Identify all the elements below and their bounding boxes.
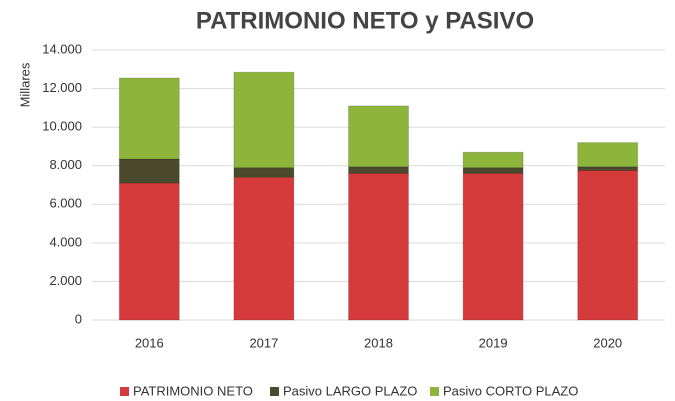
x-tick-label: 2019 — [479, 335, 508, 350]
legend-label: Pasivo LARGO PLAZO — [283, 383, 417, 398]
y-tick-label: 2.000 — [49, 273, 82, 288]
y-tick-label: 4.000 — [49, 234, 82, 249]
bar-segment — [462, 172, 524, 321]
x-tick-label: 2020 — [593, 335, 622, 350]
bar-segment — [233, 167, 295, 178]
bar-segment — [462, 151, 524, 169]
legend-label: PATRIMONIO NETO — [133, 383, 253, 398]
bar-segment — [118, 158, 180, 184]
legend-swatch — [120, 387, 129, 396]
y-tick-label: 12.000 — [42, 80, 82, 95]
bar-segment — [348, 172, 409, 321]
chart-title: PATRIMONIO NETO y PASIVO — [196, 7, 534, 34]
x-tick-label: 2016 — [135, 335, 164, 350]
bar-segment — [118, 77, 180, 160]
bar-segment — [233, 176, 295, 321]
y-tick-label: 6.000 — [49, 196, 82, 211]
y-tick-label: 14.000 — [42, 41, 82, 56]
legend-label: Pasivo CORTO PLAZO — [443, 383, 578, 398]
bar-segment — [348, 105, 409, 168]
y-tick-label: 0 — [75, 311, 82, 326]
bar-segment — [577, 142, 639, 168]
bar-segment — [577, 170, 639, 321]
bar-segment — [233, 71, 295, 169]
bar-segment — [577, 166, 639, 172]
y-axis-label: Millares — [17, 62, 32, 107]
bar-segment — [348, 166, 409, 174]
y-tick-label: 8.000 — [49, 157, 82, 172]
legend-swatch — [270, 387, 279, 396]
y-tick-label: 10.000 — [42, 119, 82, 134]
x-tick-label: 2017 — [249, 335, 278, 350]
bar-segment — [462, 167, 524, 174]
bar-segment — [118, 182, 180, 321]
legend-swatch — [430, 387, 439, 396]
x-tick-label: 2018 — [364, 335, 393, 350]
